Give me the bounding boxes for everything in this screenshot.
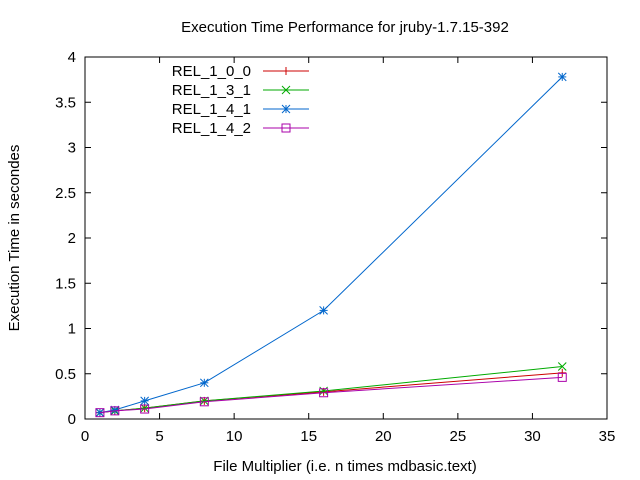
x-tick-label: 15 (300, 428, 317, 445)
data-point (95, 408, 105, 418)
y-tick-label: 2 (68, 230, 76, 247)
data-point (557, 72, 567, 82)
data-point (110, 406, 120, 416)
x-tick-label: 20 (375, 428, 392, 445)
data-point (140, 404, 150, 414)
legend-marker (281, 85, 291, 95)
data-point (199, 378, 209, 388)
data-point (558, 368, 567, 377)
y-tick-label: 0.5 (55, 366, 76, 383)
x-tick-label: 30 (524, 428, 541, 445)
legend-label: REL_1_4_2 (172, 120, 251, 137)
data-point (140, 396, 150, 406)
series-line-rel_1_4_2 (99, 376, 563, 414)
y-tick-label: 2.5 (55, 185, 76, 202)
x-axis-label: File Multiplier (i.e. n times mdbasic.te… (213, 458, 476, 475)
y-tick-label: 1.5 (55, 275, 76, 292)
x-tick-label: 5 (155, 428, 163, 445)
data-point (199, 397, 209, 407)
legend-label: REL_1_4_1 (172, 101, 251, 118)
plot-area-frame (84, 56, 608, 420)
y-axis-label: Execution Time in secondes (6, 145, 23, 332)
y-tick-label: 1 (68, 321, 76, 338)
y-tick-label: 0 (68, 411, 76, 428)
x-tick-label: 35 (599, 428, 616, 445)
data-point (557, 362, 567, 371)
y-tick-label: 3 (68, 140, 76, 157)
data-point (319, 388, 329, 398)
x-tick-label: 25 (450, 428, 467, 445)
legend-label: REL_1_3_1 (172, 82, 251, 99)
legend-label: REL_1_0_0 (172, 63, 251, 80)
data-point (319, 306, 328, 315)
legend-marker (282, 67, 290, 75)
y-tick-label: 3.5 (55, 94, 76, 111)
y-tick-label: 4 (68, 49, 76, 66)
legend-marker (281, 104, 291, 114)
x-tick-label: 0 (81, 428, 89, 445)
x-tick-label: 10 (226, 428, 243, 445)
legend-marker (281, 123, 291, 133)
data-point (557, 372, 567, 382)
chart-title: Execution Time Performance for jruby-1.7… (181, 19, 509, 36)
series-line-rel_1_4_1 (99, 76, 563, 414)
